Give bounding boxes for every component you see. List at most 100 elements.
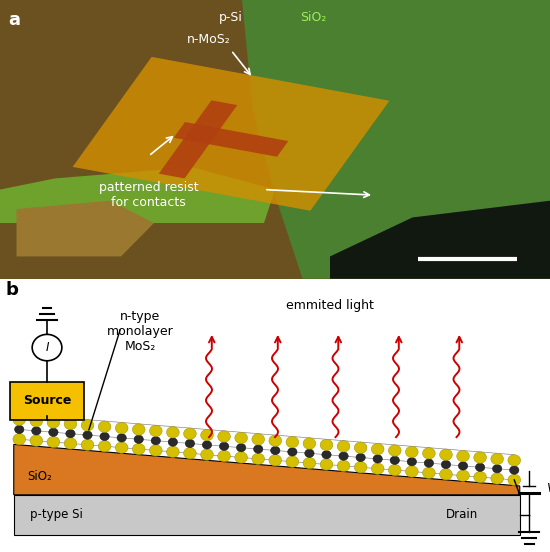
Circle shape — [81, 439, 94, 450]
Circle shape — [474, 452, 486, 463]
Text: patterned resist
for contacts: patterned resist for contacts — [98, 181, 199, 209]
Circle shape — [185, 439, 195, 448]
Polygon shape — [242, 0, 550, 279]
Circle shape — [269, 435, 282, 447]
Circle shape — [235, 432, 248, 443]
Circle shape — [458, 462, 468, 470]
Circle shape — [64, 418, 77, 429]
Circle shape — [356, 453, 365, 461]
Circle shape — [98, 421, 111, 432]
Circle shape — [405, 447, 418, 458]
Circle shape — [202, 440, 212, 449]
Text: p-Si: p-Si — [219, 11, 243, 24]
Circle shape — [422, 467, 435, 479]
Circle shape — [388, 445, 401, 456]
Polygon shape — [73, 57, 389, 211]
Circle shape — [269, 455, 282, 466]
Text: V: V — [546, 482, 550, 495]
Circle shape — [491, 473, 503, 484]
Text: a: a — [8, 11, 20, 29]
Circle shape — [373, 455, 382, 463]
Circle shape — [254, 445, 263, 453]
Circle shape — [117, 434, 126, 442]
Circle shape — [151, 437, 161, 445]
Circle shape — [354, 442, 367, 453]
Circle shape — [303, 438, 316, 449]
Circle shape — [167, 446, 179, 458]
Text: p-type Si: p-type Si — [30, 508, 83, 521]
Circle shape — [491, 453, 503, 465]
Circle shape — [14, 425, 24, 434]
Polygon shape — [14, 444, 520, 495]
Circle shape — [508, 455, 521, 466]
Circle shape — [150, 425, 162, 437]
Circle shape — [303, 458, 316, 469]
Circle shape — [47, 417, 60, 428]
Text: Drain: Drain — [446, 508, 478, 521]
Circle shape — [116, 442, 128, 453]
Text: emmited light: emmited light — [286, 299, 374, 312]
Circle shape — [81, 420, 94, 431]
Circle shape — [47, 437, 60, 448]
Circle shape — [354, 461, 367, 473]
Circle shape — [286, 437, 299, 448]
Circle shape — [422, 448, 435, 459]
Circle shape — [474, 471, 486, 482]
Circle shape — [441, 460, 450, 469]
Circle shape — [305, 449, 314, 458]
Circle shape — [100, 432, 109, 440]
Circle shape — [475, 463, 485, 471]
Circle shape — [13, 414, 25, 425]
Text: Source: Source — [23, 394, 71, 407]
Circle shape — [133, 424, 145, 435]
Circle shape — [371, 463, 384, 474]
Circle shape — [98, 440, 111, 452]
Circle shape — [337, 440, 350, 452]
Circle shape — [288, 448, 297, 456]
Circle shape — [286, 456, 299, 468]
Circle shape — [371, 443, 384, 455]
Circle shape — [32, 335, 62, 361]
Circle shape — [30, 435, 43, 446]
Circle shape — [320, 459, 333, 470]
Text: I: I — [45, 341, 49, 354]
Circle shape — [456, 470, 469, 481]
Circle shape — [49, 428, 58, 437]
Circle shape — [509, 466, 519, 474]
Circle shape — [236, 443, 246, 452]
Text: SiO₂: SiO₂ — [300, 11, 327, 24]
Polygon shape — [0, 167, 275, 223]
Polygon shape — [330, 201, 550, 279]
Circle shape — [322, 450, 331, 459]
Circle shape — [252, 434, 265, 445]
Circle shape — [184, 448, 196, 459]
Circle shape — [150, 445, 162, 456]
Polygon shape — [16, 201, 154, 257]
Text: SiO₂: SiO₂ — [28, 470, 52, 482]
Text: n-type
monolayer
MoS₂: n-type monolayer MoS₂ — [107, 310, 174, 353]
Circle shape — [390, 456, 399, 464]
Circle shape — [184, 428, 196, 439]
Circle shape — [320, 439, 333, 450]
Circle shape — [66, 429, 75, 438]
Polygon shape — [0, 0, 550, 279]
Circle shape — [64, 438, 77, 449]
Circle shape — [388, 464, 401, 476]
Circle shape — [337, 460, 350, 471]
Circle shape — [424, 459, 433, 467]
Circle shape — [439, 469, 452, 480]
Circle shape — [168, 438, 178, 446]
Circle shape — [405, 466, 418, 477]
Polygon shape — [159, 100, 237, 178]
Circle shape — [456, 450, 469, 462]
Circle shape — [133, 443, 145, 455]
Circle shape — [201, 449, 213, 460]
Polygon shape — [174, 122, 288, 157]
Text: n-MoS₂: n-MoS₂ — [187, 34, 231, 46]
Text: b: b — [6, 280, 18, 299]
Circle shape — [201, 429, 213, 440]
Circle shape — [32, 427, 41, 435]
Circle shape — [508, 474, 521, 486]
Circle shape — [30, 416, 43, 427]
Circle shape — [407, 458, 416, 466]
